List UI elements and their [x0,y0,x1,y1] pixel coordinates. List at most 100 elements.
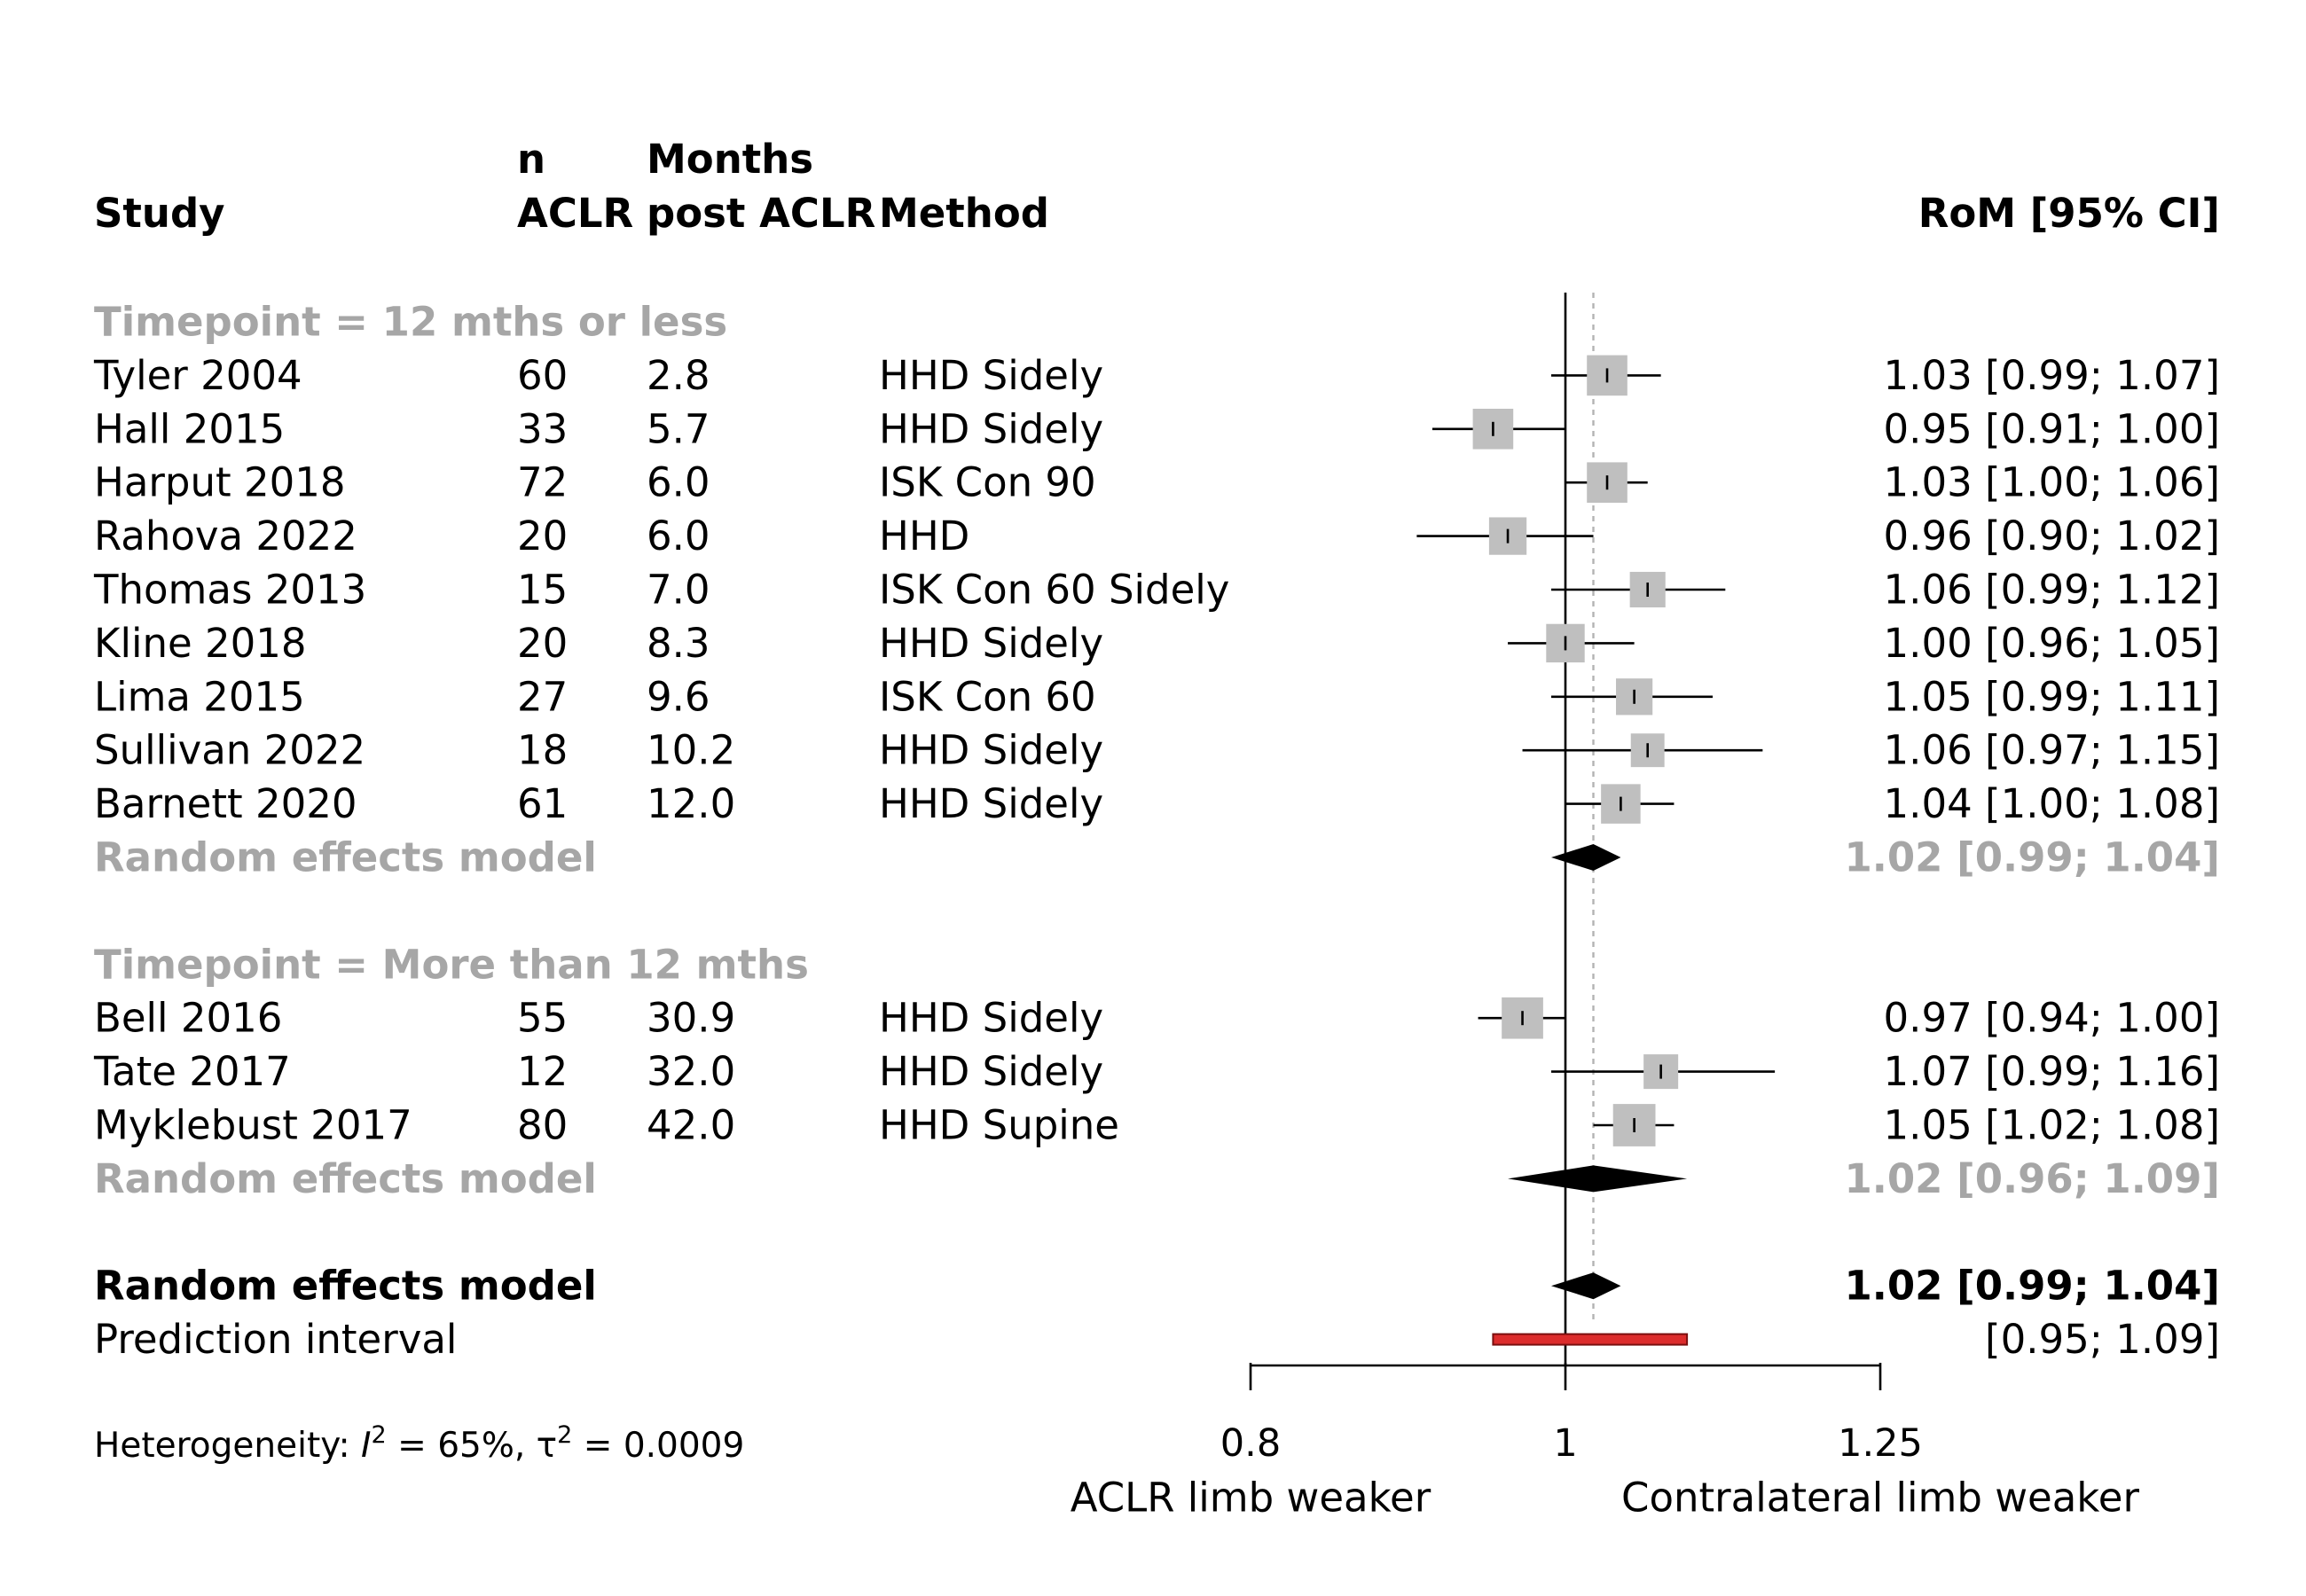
study-method: HHD Sidely [879,995,1103,1042]
x-tick-label: 1 [1553,1421,1577,1466]
study-n: 80 [517,1102,568,1149]
study-n: 61 [517,780,568,827]
x-axis: 0.8 1 1.25 ACLR limb weaker Contralateral li… [1071,1363,2139,1522]
study-effect: 1.03 [1.00; 1.06] [1884,459,2220,506]
subgroup-summary-label: Random effects model [94,834,597,881]
study-method: HHD Supine [879,1102,1119,1149]
study-name: Bell 2016 [94,995,282,1042]
heterogeneity-prefix: Heterogeneity: [94,1426,361,1466]
study-name: Hall 2015 [94,405,285,452]
header-post-aclr: post ACLR [647,190,875,237]
prediction-interval-bar [1492,1333,1689,1346]
study-method: HHD Sidely [879,352,1103,399]
superscript: 2 [372,1421,387,1449]
study-method: ISK Con 90 [879,459,1096,506]
study-n: 55 [517,995,568,1042]
study-method: HHD Sidely [879,405,1103,452]
x-tick-label: 0.8 [1220,1421,1281,1466]
study-effect: 0.95 [0.91; 1.00] [1884,405,2220,452]
header-effect: RoM [95% CI] [1918,190,2220,237]
study-n: 33 [517,405,568,452]
study-months: 5.7 [647,405,710,452]
study-n: 72 [517,459,568,506]
study-n: 60 [517,352,568,399]
prediction-interval-label: Prediction interval [94,1316,457,1363]
subgroup-summary-diamond [1508,1165,1688,1193]
prediction-interval-effect: [0.95; 1.09] [1985,1316,2220,1363]
study-months: 8.3 [647,620,710,667]
study-effect: 0.97 [0.94; 1.00] [1884,995,2220,1042]
study-effect: 1.07 [0.99; 1.16] [1884,1048,2220,1095]
header-months: Months [647,136,813,183]
forest-marks [1416,355,1776,1346]
forest-rows: Timepoint = 12 mths or less Tyler 2004 60 2… [93,299,2220,1364]
study-method: HHD Sidely [879,780,1103,827]
tau2-symbol: τ [537,1426,557,1466]
column-headers: Study n ACLR Months post ACLR Method RoM… [94,136,2220,237]
study-effect: 1.05 [1.02; 1.08] [1884,1102,2220,1149]
study-months: 6.0 [647,512,710,559]
study-effect: 1.06 [0.99; 1.12] [1884,567,2220,614]
superscript: 2 [557,1421,572,1449]
study-name: Lima 2015 [94,673,305,720]
overall-label: Random effects model [94,1263,597,1310]
header-method: Method [879,190,1049,237]
study-method: HHD [879,512,969,559]
i2-symbol: I [361,1426,372,1466]
i2-value: = 65%, [387,1426,537,1466]
x-label-right: Contralateral limb weaker [1621,1475,2139,1522]
study-effect: 1.00 [0.96; 1.05] [1884,620,2220,667]
study-method: HHD Sidely [879,727,1103,774]
study-months: 12.0 [647,780,735,827]
study-months: 6.0 [647,459,710,506]
study-name: Barnett 2020 [94,780,357,827]
study-method: ISK Con 60 [879,673,1096,720]
study-n: 12 [517,1048,568,1095]
study-effect: 1.06 [0.97; 1.15] [1884,727,2220,774]
study-name: Tyler 2004 [93,352,302,399]
x-label-left: ACLR limb weaker [1071,1475,1431,1522]
study-n: 20 [517,620,568,667]
header-study: Study [94,190,225,237]
study-method: ISK Con 60 Sidely [879,567,1229,614]
study-name: Thomas 2013 [93,567,366,614]
study-n: 18 [517,727,568,774]
study-effect: 1.03 [0.99; 1.07] [1884,352,2220,399]
study-n: 15 [517,567,568,614]
overall-diamond [1551,1272,1621,1300]
study-name: Myklebust 2017 [94,1102,412,1149]
study-effect: 1.04 [1.00; 1.08] [1884,780,2220,827]
study-name: Rahova 2022 [94,512,357,559]
study-months: 32.0 [647,1048,735,1095]
study-effect: 1.05 [0.99; 1.11] [1884,673,2220,720]
study-method: HHD Sidely [879,1048,1103,1095]
heterogeneity-text: Heterogeneity: I2 = 65%, τ2 = 0.0009 [94,1421,744,1466]
study-months: 7.0 [647,567,710,614]
study-name: Harput 2018 [94,459,345,506]
header-aclr: ACLR [517,190,633,237]
subgroup-label: Timepoint = 12 mths or less [94,299,727,346]
study-months: 2.8 [647,352,710,399]
overall-effect: 1.02 [0.99; 1.04] [1844,1263,2220,1310]
subgroup-summary-label: Random effects model [94,1155,597,1202]
subgroup-label: Timepoint = More than 12 mths [94,941,809,988]
reference-lines [1564,293,1595,1365]
study-name: Sullivan 2022 [94,727,365,774]
subgroup-summary-effect: 1.02 [0.96; 1.09] [1844,1155,2220,1202]
study-name: Tate 2017 [93,1048,291,1095]
study-months: 42.0 [647,1102,735,1149]
study-method: HHD Sidely [879,620,1103,667]
subgroup-summary-effect: 1.02 [0.99; 1.04] [1844,834,2220,881]
study-months: 10.2 [647,727,735,774]
study-effect: 0.96 [0.90; 1.02] [1884,512,2220,559]
study-n: 27 [517,673,568,720]
header-n: n [517,136,545,183]
study-months: 9.6 [647,673,710,720]
subgroup-summary-diamond [1551,844,1621,871]
tau2-value: = 0.0009 [572,1426,744,1466]
study-n: 20 [517,512,568,559]
study-name: Kline 2018 [94,620,307,667]
study-months: 30.9 [647,995,735,1042]
x-tick-label: 1.25 [1838,1421,1923,1466]
